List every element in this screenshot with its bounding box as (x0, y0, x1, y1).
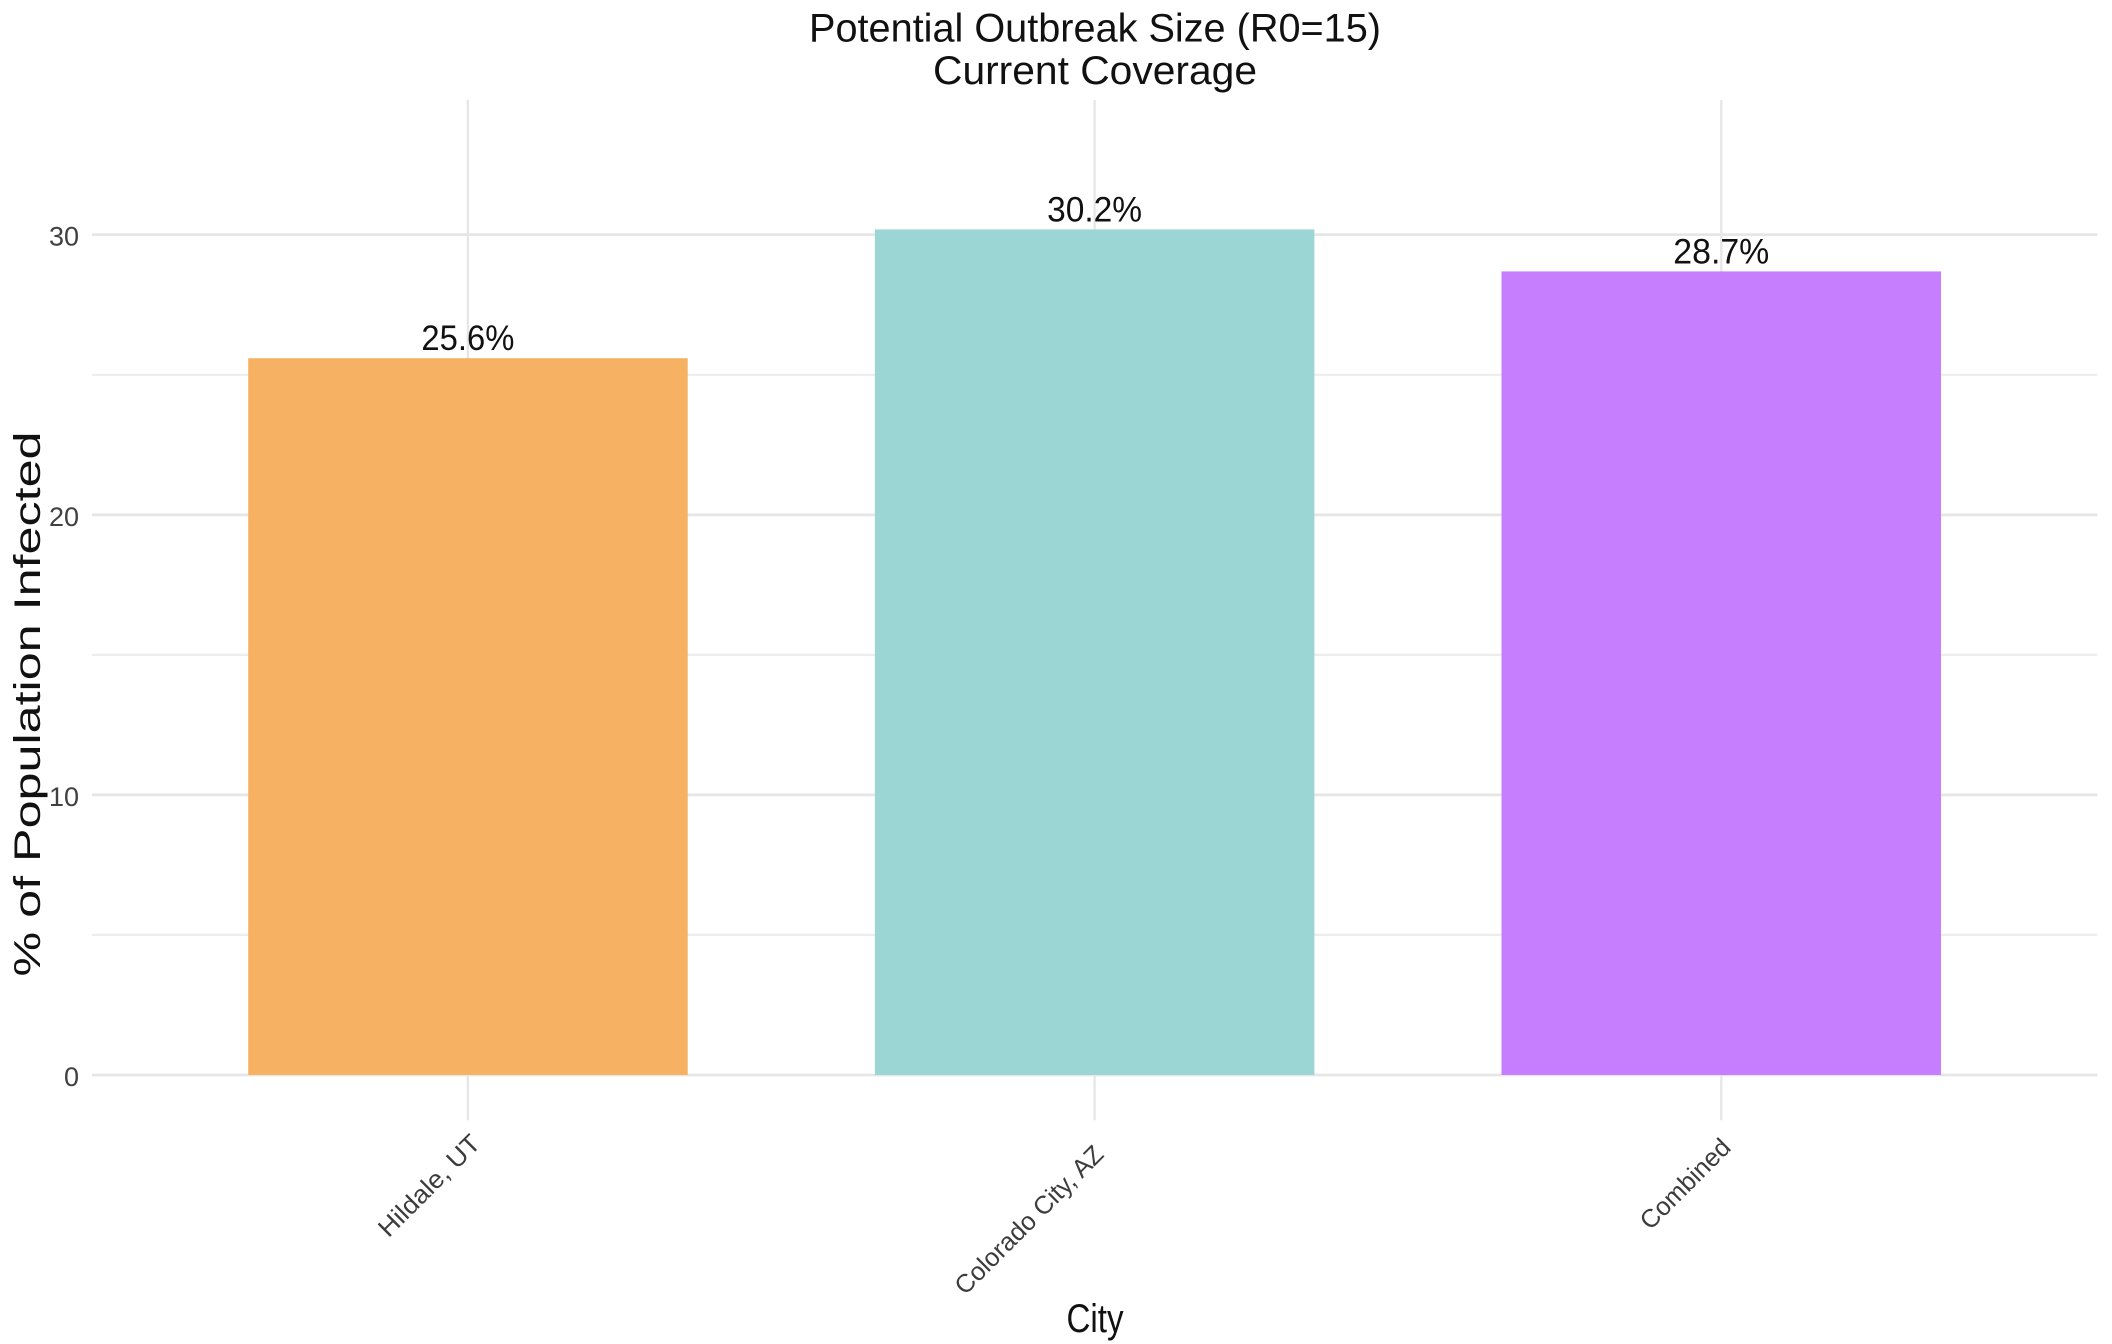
svg-text:City: City (1067, 1297, 1124, 1341)
svg-text:30: 30 (49, 222, 79, 252)
svg-text:30.2%: 30.2% (1047, 190, 1142, 229)
svg-text:20: 20 (49, 502, 79, 532)
svg-text:Potential Outbreak Size (R0=15: Potential Outbreak Size (R0=15) (809, 7, 1381, 51)
svg-text:0: 0 (64, 1062, 79, 1092)
svg-text:10: 10 (49, 782, 79, 812)
svg-text:Current Coverage: Current Coverage (933, 49, 1257, 93)
svg-text:25.6%: 25.6% (421, 319, 514, 358)
svg-text:28.7%: 28.7% (1673, 232, 1769, 271)
svg-text:% of Population Infected: % of Population Infected (7, 432, 48, 977)
